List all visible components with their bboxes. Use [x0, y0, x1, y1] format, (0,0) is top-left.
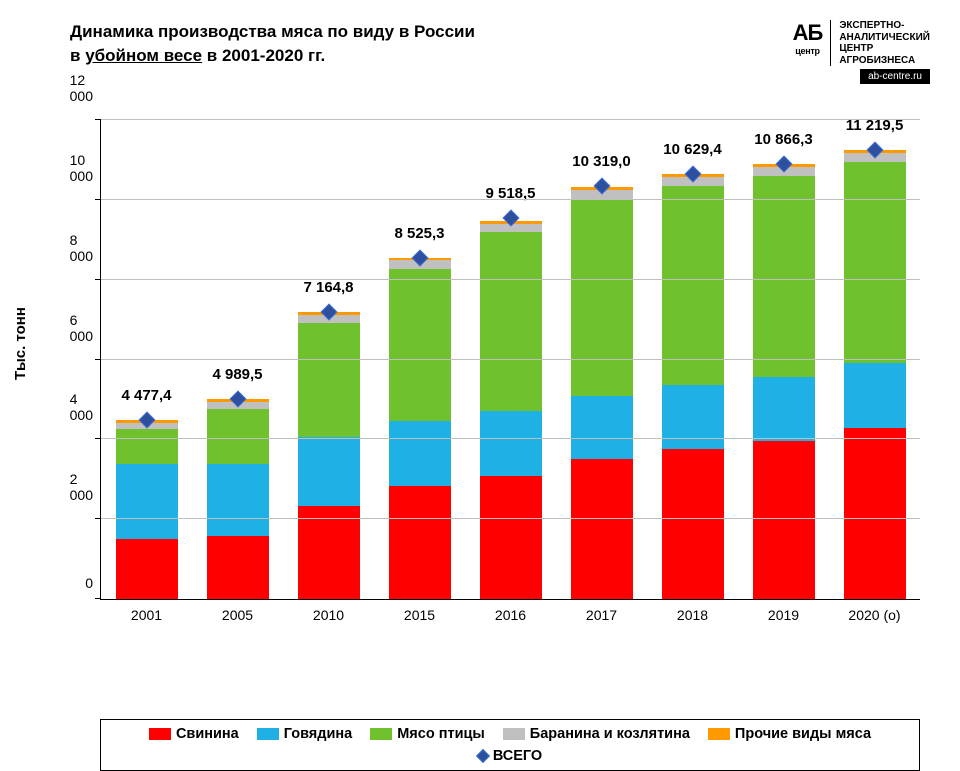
bar-segment: [389, 486, 451, 599]
y-axis-label: Тыс. тонн: [12, 307, 29, 380]
legend-item: ВСЕГО: [478, 748, 542, 764]
bar-segment: [844, 428, 906, 599]
bar-segment: [844, 162, 906, 363]
logo-description: ЭКСПЕРТНО- АНАЛИТИЧЕСКИЙ ЦЕНТР АГРОБИЗНЕ…: [830, 20, 930, 66]
legend-swatch: [370, 728, 392, 740]
legend-label: Баранина и козлятина: [530, 726, 690, 742]
bar-segment: [571, 199, 633, 397]
legend-label: ВСЕГО: [493, 748, 542, 764]
legend-label: Прочие виды мяса: [735, 726, 871, 742]
bar-group: 20054 989,5: [207, 399, 269, 599]
bar-group: 20014 477,4: [116, 420, 178, 599]
logo: АБ центр ЭКСПЕРТНО- АНАЛИТИЧЕСКИЙ ЦЕНТР …: [793, 20, 930, 84]
legend-swatch: [149, 728, 171, 740]
legend-label: Говядина: [284, 726, 352, 742]
legend-swatch: [708, 728, 730, 740]
bar-segment: [298, 437, 360, 506]
grid-line: [101, 438, 920, 439]
bar-segment: [298, 323, 360, 437]
x-tick-label: 2019: [768, 599, 799, 623]
bar-segment: [571, 459, 633, 599]
y-tick-label: 10 000: [70, 152, 101, 184]
bar-segment: [389, 269, 451, 422]
legend-item: Прочие виды мяса: [708, 726, 871, 742]
bar-group: 20107 164,8: [298, 312, 360, 599]
total-label: 10 319,0: [572, 153, 630, 170]
y-tick-label: 12 000: [70, 72, 101, 104]
bar-segment: [480, 232, 542, 411]
x-tick-label: 2010: [313, 599, 344, 623]
bar-group: 201710 319,0: [571, 187, 633, 599]
bar-segment: [207, 536, 269, 599]
bar-segment: [480, 411, 542, 476]
legend-label: Свинина: [176, 726, 239, 742]
bar-group: 201910 866,3: [753, 164, 815, 599]
x-tick-label: 2018: [677, 599, 708, 623]
x-tick-label: 2017: [586, 599, 617, 623]
legend: Свинина Говядина Мясо птицы Баранина и козл…: [100, 719, 920, 771]
x-tick-label: 2020 (о): [848, 599, 900, 623]
x-tick-label: 2016: [495, 599, 526, 623]
y-tick-label: 6 000: [70, 312, 101, 344]
chart-title: Динамика производства мяса по виду в Рос…: [70, 20, 475, 68]
total-label: 4 477,4: [121, 387, 171, 404]
grid-line: [101, 518, 920, 519]
legend-swatch: [257, 728, 279, 740]
logo-center-text: центр: [793, 46, 823, 56]
bar-segment: [298, 506, 360, 599]
bar-segment: [753, 176, 815, 376]
legend-item: Свинина: [149, 726, 239, 742]
logo-url: ab-centre.ru: [860, 69, 930, 84]
plot-area: 20014 477,4 20054 989,5 20107 164,8 20158 5…: [100, 120, 920, 600]
total-label: 8 525,3: [394, 225, 444, 242]
legend-diamond-icon: [476, 749, 490, 763]
legend-label: Мясо птицы: [397, 726, 485, 742]
bar-segment: [116, 539, 178, 599]
bar-segment: [207, 464, 269, 536]
bar-segment: [480, 476, 542, 599]
grid-line: [101, 199, 920, 200]
y-tick-label: 8 000: [70, 232, 101, 264]
bar-segment: [753, 377, 815, 442]
legend-swatch: [503, 728, 525, 740]
bar-segment: [662, 449, 724, 599]
bar-segment: [389, 421, 451, 486]
legend-item: Мясо птицы: [370, 726, 485, 742]
total-label: 10 866,3: [754, 131, 812, 148]
y-tick-label: 4 000: [70, 391, 101, 423]
x-tick-label: 2015: [404, 599, 435, 623]
bars-container: 20014 477,4 20054 989,5 20107 164,8 20158 5…: [101, 120, 920, 599]
grid-line: [101, 279, 920, 280]
y-tick-label: 0: [85, 575, 101, 591]
total-label: 10 629,4: [663, 141, 721, 158]
grid-line: [101, 359, 920, 360]
bar-group: 20158 525,3: [389, 258, 451, 599]
bar-segment: [844, 363, 906, 428]
bar-segment: [207, 409, 269, 464]
x-tick-label: 2001: [131, 599, 162, 623]
x-tick-label: 2005: [222, 599, 253, 623]
bar-group: 2020 (о)11 219,5: [844, 150, 906, 599]
bar-segment: [662, 186, 724, 385]
y-tick-label: 2 000: [70, 471, 101, 503]
bar-group: 201810 629,4: [662, 174, 724, 599]
logo-ab: АБ: [793, 20, 823, 46]
grid-line: [101, 119, 920, 120]
legend-item: Баранина и козлятина: [503, 726, 690, 742]
legend-item: Говядина: [257, 726, 352, 742]
total-label: 7 164,8: [303, 279, 353, 296]
bar-segment: [753, 441, 815, 599]
bar-segment: [116, 464, 178, 539]
bar-segment: [571, 396, 633, 459]
bar-segment: [662, 385, 724, 449]
total-label: 4 989,5: [212, 366, 262, 383]
bar-segment: [116, 429, 178, 464]
